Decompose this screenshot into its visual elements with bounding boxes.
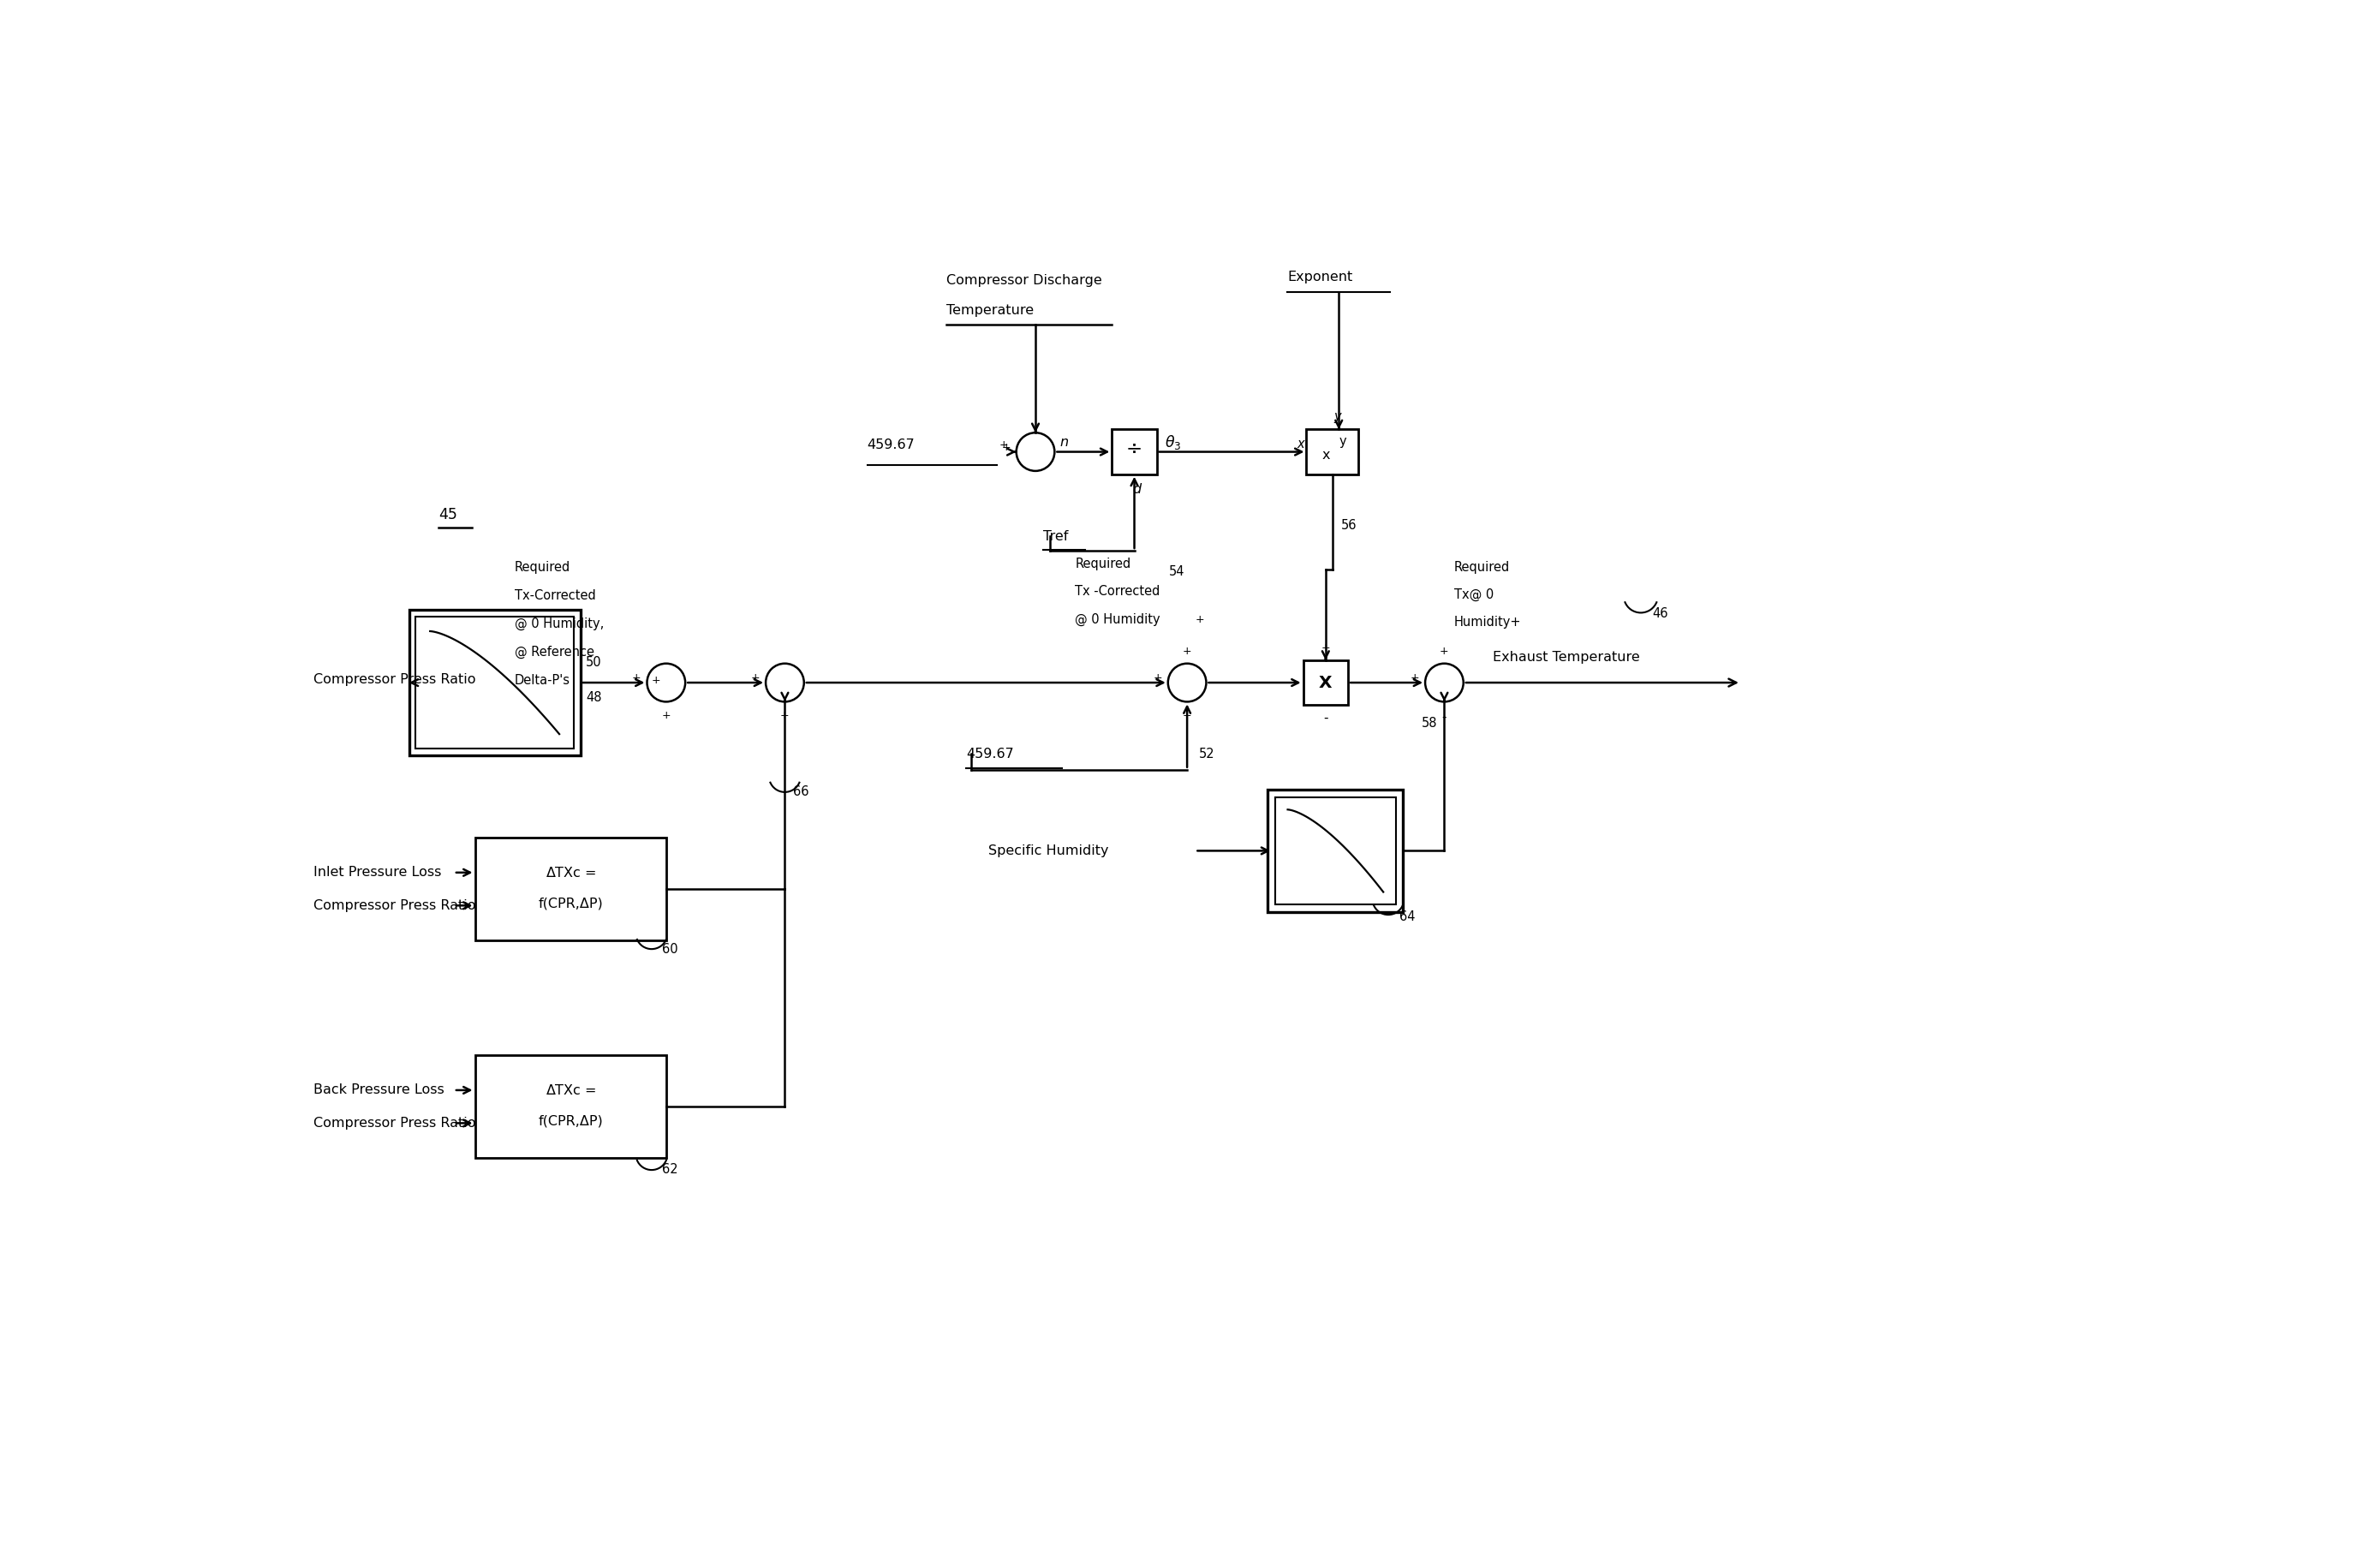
Bar: [416, 616, 574, 749]
Text: 56: 56: [1342, 519, 1357, 531]
Text: Tref: Tref: [1042, 530, 1069, 542]
Text: +: +: [1321, 643, 1330, 654]
Text: -: -: [1323, 712, 1328, 725]
Text: 58: 58: [1421, 717, 1438, 729]
Text: Required: Required: [514, 561, 571, 573]
Bar: [476, 1055, 666, 1157]
Bar: [1111, 430, 1157, 474]
Text: Tx@ 0: Tx@ 0: [1454, 589, 1495, 601]
Text: +: +: [1183, 646, 1192, 657]
Text: @ 0 Humidity: @ 0 Humidity: [1076, 613, 1161, 626]
Bar: [476, 837, 666, 941]
Text: y: y: [1333, 409, 1342, 423]
Text: ÷: ÷: [1126, 439, 1142, 459]
Bar: [1304, 660, 1347, 705]
Text: +: +: [1409, 672, 1418, 683]
Text: f(CPR,ΔP): f(CPR,ΔP): [538, 898, 602, 910]
Text: Back Pressure Loss: Back Pressure Loss: [314, 1083, 445, 1097]
Text: @ Reference: @ Reference: [514, 646, 595, 658]
Text: +: +: [633, 672, 640, 683]
Text: 54: 54: [1169, 565, 1185, 578]
Text: +: +: [1002, 442, 1012, 453]
Bar: [1269, 789, 1404, 912]
Text: +: +: [1000, 440, 1009, 451]
Text: $\theta_3$: $\theta_3$: [1164, 434, 1180, 451]
Text: 60: 60: [662, 944, 678, 956]
Text: Required: Required: [1454, 561, 1509, 573]
Text: +: +: [750, 672, 759, 683]
Text: @ 0 Humidity,: @ 0 Humidity,: [514, 618, 605, 630]
Text: $\Delta$TXc =: $\Delta$TXc =: [545, 1083, 595, 1097]
Text: Specific Humidity: Specific Humidity: [988, 845, 1109, 857]
Text: +: +: [662, 711, 671, 722]
Text: 52: 52: [1200, 748, 1214, 760]
Text: 62: 62: [662, 1163, 678, 1176]
Text: +: +: [781, 711, 790, 722]
Text: 46: 46: [1652, 607, 1668, 620]
Text: x: x: [1297, 437, 1304, 450]
Text: Tx -Corrected: Tx -Corrected: [1076, 586, 1159, 598]
Text: Delta-P's: Delta-P's: [514, 674, 571, 688]
Text: $\Delta$TXc =: $\Delta$TXc =: [545, 865, 595, 879]
Text: Temperature: Temperature: [947, 304, 1033, 317]
Text: Compressor Press Ratio: Compressor Press Ratio: [314, 1117, 476, 1129]
Text: +: +: [1152, 672, 1161, 683]
Bar: [1307, 430, 1359, 474]
Text: 50: 50: [585, 657, 602, 669]
Text: +: +: [1183, 711, 1192, 722]
Text: Exhaust Temperature: Exhaust Temperature: [1492, 650, 1640, 664]
Text: y: y: [1340, 434, 1347, 448]
Bar: [1276, 797, 1395, 904]
Text: Exponent: Exponent: [1288, 270, 1352, 283]
Text: 459.67: 459.67: [866, 439, 914, 451]
Text: 459.67: 459.67: [966, 748, 1014, 760]
Text: Tx-Corrected: Tx-Corrected: [514, 589, 595, 603]
Bar: [409, 610, 581, 756]
Text: X: X: [1319, 675, 1333, 691]
Text: 45: 45: [438, 507, 457, 522]
Text: 64: 64: [1399, 910, 1416, 924]
Text: Inlet Pressure Loss: Inlet Pressure Loss: [314, 867, 440, 879]
Text: Compressor Discharge: Compressor Discharge: [947, 273, 1102, 287]
Text: -: -: [1442, 711, 1447, 723]
Text: Compressor Press Ratio: Compressor Press Ratio: [314, 674, 476, 686]
Text: Humidity+: Humidity+: [1454, 616, 1521, 629]
Text: n: n: [1059, 436, 1069, 450]
Text: 66: 66: [793, 785, 809, 797]
Text: 48: 48: [585, 691, 602, 703]
Text: d: d: [1133, 482, 1142, 496]
Text: +: +: [1440, 646, 1449, 657]
Text: Required: Required: [1076, 558, 1130, 570]
Text: +: +: [1195, 613, 1204, 624]
Text: x: x: [1321, 448, 1330, 462]
Text: +: +: [652, 675, 662, 686]
Text: Compressor Press Ratio: Compressor Press Ratio: [314, 899, 476, 912]
Text: f(CPR,ΔP): f(CPR,ΔP): [538, 1115, 602, 1128]
